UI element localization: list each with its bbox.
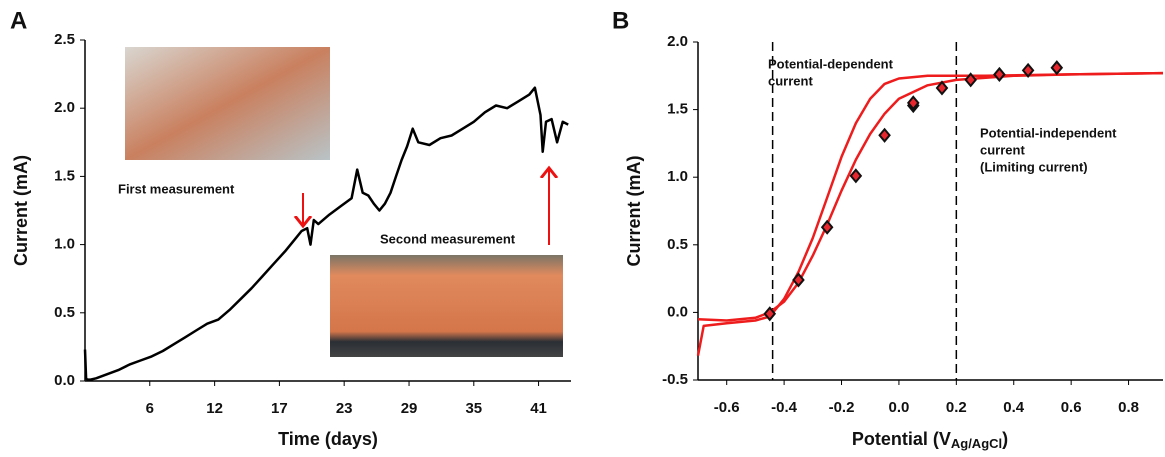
panel-label: A — [10, 7, 27, 34]
annotation: current — [980, 142, 1025, 157]
annotation: Potential-dependent — [768, 56, 894, 71]
x-tick-label: 41 — [530, 400, 547, 417]
y-tick-label: 0.0 — [54, 372, 75, 389]
x-tick-label: 0.6 — [1061, 399, 1082, 416]
y-tick-label: 2.0 — [667, 33, 688, 50]
data-line — [696, 71, 1164, 356]
x-axis-title: Potential (VAg/AgCl) — [852, 429, 1008, 452]
y-tick-label: 2.5 — [54, 31, 75, 48]
panel-label: B — [612, 7, 629, 34]
annotation: Second measurement — [380, 231, 516, 246]
data-point — [763, 306, 777, 322]
annotation: First measurement — [118, 181, 235, 196]
data-point — [964, 72, 977, 88]
data-line — [83, 86, 569, 381]
x-tick-label: -0.4 — [771, 399, 798, 416]
data-point — [849, 168, 863, 184]
x-tick-label: 12 — [206, 400, 223, 417]
data-line — [697, 71, 1164, 322]
data-point — [792, 272, 805, 288]
y-tick-label: 1.5 — [54, 167, 75, 184]
data-point — [1021, 62, 1035, 78]
x-axis-title-text: Potential (V — [852, 429, 951, 449]
x-tick-label: -0.6 — [714, 399, 740, 416]
y-axis-title: Current (mA) — [11, 155, 31, 266]
x-tick-label: 0.2 — [946, 399, 967, 416]
x-tick-label: 35 — [465, 400, 482, 417]
photo — [330, 255, 563, 357]
annotation: Potential-independent — [980, 125, 1117, 140]
x-tick-label: 17 — [271, 400, 288, 417]
y-tick-label: -0.5 — [662, 371, 688, 388]
x-tick-label: 0.8 — [1118, 399, 1139, 416]
data-point — [878, 127, 891, 143]
data-point — [935, 80, 949, 96]
x-tick-label: 29 — [401, 400, 418, 417]
y-tick-label: 0.0 — [667, 303, 688, 320]
annotation: current — [768, 73, 813, 88]
photo — [125, 47, 330, 160]
x-tick-label: 23 — [336, 400, 353, 417]
y-tick-label: 2.0 — [54, 99, 75, 116]
y-axis-title: Current (mA) — [624, 155, 644, 266]
y-tick-label: 0.5 — [54, 304, 75, 321]
data-point — [993, 66, 1006, 83]
x-axis-title-suffix: ) — [1002, 429, 1008, 449]
x-axis-title-subscript: Ag/AgCl — [951, 436, 1002, 451]
x-tick-label: 0.0 — [888, 399, 909, 416]
y-tick-label: 0.5 — [667, 236, 688, 253]
y-tick-label: 1.5 — [667, 101, 688, 118]
data-point — [820, 219, 834, 235]
y-tick-label: 1.0 — [667, 168, 688, 185]
x-tick-label: 0.4 — [1003, 399, 1025, 416]
annotation: (Limiting current) — [980, 159, 1088, 174]
y-tick-label: 1.0 — [54, 236, 75, 253]
x-tick-label: -0.2 — [829, 399, 855, 416]
x-axis-title: Time (days) — [278, 429, 378, 449]
data-point — [906, 95, 920, 111]
data-point — [1050, 60, 1064, 76]
x-tick-label: 6 — [146, 400, 154, 417]
